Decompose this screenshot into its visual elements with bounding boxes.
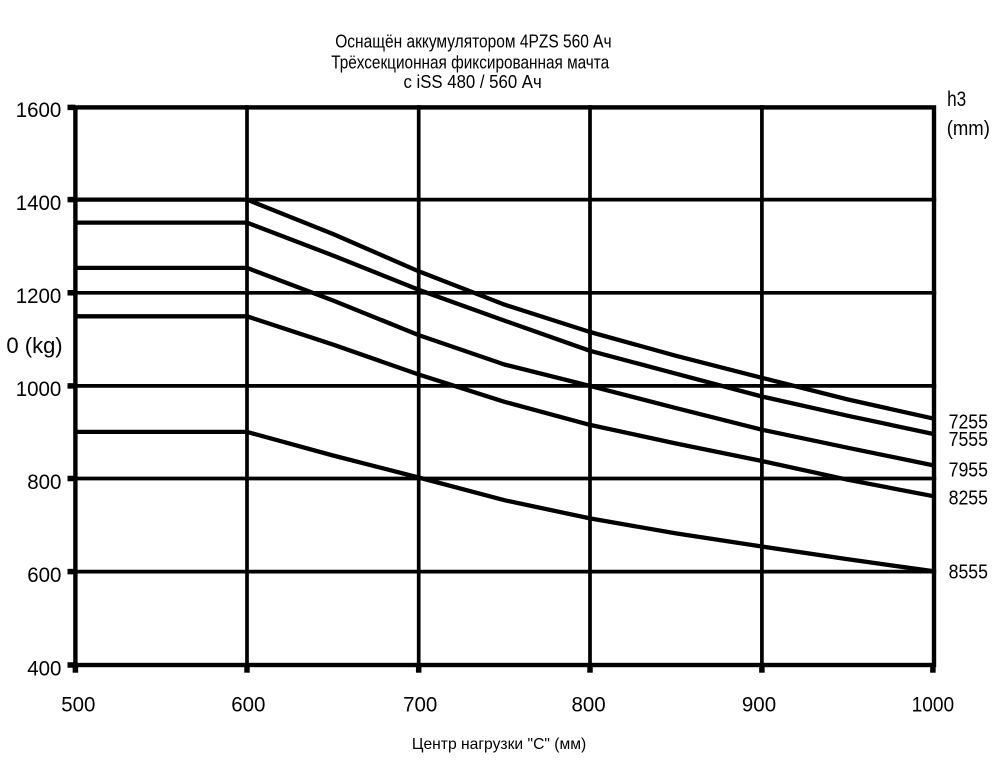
svg-text:7955: 7955 — [949, 459, 988, 481]
svg-text:400: 400 — [27, 657, 61, 681]
svg-text:1400: 1400 — [16, 191, 62, 215]
svg-text:800: 800 — [27, 470, 61, 494]
svg-text:с iSS 480 / 560 Ач: с iSS 480 / 560 Ач — [404, 72, 542, 92]
svg-text:1000: 1000 — [912, 692, 955, 716]
svg-text:7255: 7255 — [949, 411, 988, 433]
svg-text:1000: 1000 — [16, 377, 62, 401]
svg-text:600: 600 — [27, 563, 61, 587]
svg-text:8255: 8255 — [949, 488, 988, 510]
svg-text:900: 900 — [742, 692, 776, 716]
svg-text:h3: h3 — [947, 87, 966, 111]
svg-text:7555: 7555 — [949, 429, 988, 451]
svg-text:1200: 1200 — [16, 284, 62, 308]
svg-text:500: 500 — [61, 692, 95, 716]
svg-text:Центр нагрузки "C" (мм): Центр нагрузки "C" (мм) — [412, 736, 586, 753]
svg-text:800: 800 — [572, 692, 606, 716]
svg-text:8555: 8555 — [949, 562, 988, 584]
svg-text:600: 600 — [231, 692, 265, 716]
svg-text:0 (kg): 0 (kg) — [6, 333, 62, 358]
svg-text:Оснащён аккумулятором 4PZS 560: Оснащён аккумулятором 4PZS 560 Ач — [335, 32, 611, 52]
svg-text:700: 700 — [403, 692, 437, 716]
svg-text:Трёхсекционная фиксированная м: Трёхсекционная фиксированная мачта — [331, 53, 610, 73]
svg-text:(mm): (mm) — [947, 118, 990, 140]
svg-text:1600: 1600 — [16, 98, 62, 122]
